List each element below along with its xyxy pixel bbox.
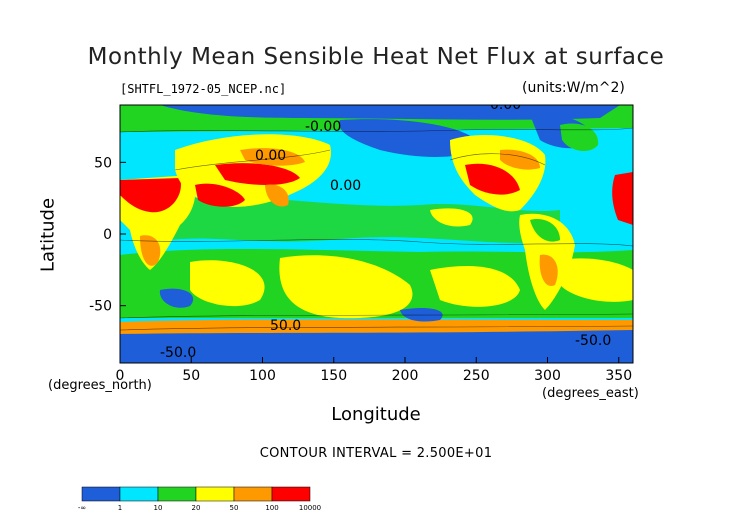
y-tick-label: -50	[89, 299, 112, 315]
na-southwest-red	[465, 163, 520, 195]
colorbar-tick-label: 50	[230, 504, 239, 512]
x-tick-label: 250	[463, 368, 490, 384]
antarctica-blue	[120, 326, 633, 363]
units-label: (units:W/m^2)	[522, 80, 625, 96]
s-pacific-yellow	[430, 266, 520, 307]
x-tick-label: 100	[249, 368, 276, 384]
contour-label: 0.00	[330, 178, 361, 194]
contour-label: 0.00	[490, 97, 521, 113]
sahara-red	[120, 178, 181, 213]
colorbar-tick-label: 20	[192, 504, 201, 512]
contour-interval-label: CONTOUR INTERVAL = 2.500E+01	[259, 446, 493, 461]
s-indian-yellow	[190, 260, 265, 307]
colorbar-swatch	[271, 486, 311, 502]
contour-label: -50.0	[160, 345, 196, 361]
india-orange	[265, 184, 289, 207]
colorbar-tick-label: -∞	[78, 504, 86, 512]
x-tick-label: 150	[320, 368, 347, 384]
colorbar-swatch	[195, 486, 235, 502]
x-axis-title: Longitude	[331, 404, 421, 425]
central-asia-red	[215, 163, 300, 185]
colorbar-tick-label: 10	[154, 504, 163, 512]
east-margin-red	[612, 172, 633, 225]
contour-label: -50.0	[575, 333, 611, 349]
colorbar-swatch	[81, 486, 121, 502]
arctic-blue	[160, 105, 620, 120]
contour-lines	[120, 127, 633, 331]
x-axis: 0 50 100 150 200 250 300 350	[116, 357, 632, 384]
tropical-green-band	[170, 197, 560, 243]
colorbar-swatch	[157, 486, 197, 502]
s-africa-orange	[140, 235, 161, 266]
colorbar-swatch	[233, 486, 273, 502]
e-pacific-yellow	[430, 208, 473, 227]
amazon-green	[530, 219, 560, 242]
x-axis-unit: (degrees_east)	[542, 386, 639, 401]
sa-south-orange	[539, 254, 558, 286]
siberia-orange	[240, 148, 305, 166]
contour-label: 0.00	[255, 148, 286, 164]
colorbar: -∞ 1 10 20 50 100 10000	[78, 486, 321, 512]
n-pacific-blue	[339, 119, 480, 157]
antarctic-coast-orange	[120, 319, 633, 334]
colorbar-tick-label: 10000	[299, 504, 321, 512]
greenland	[560, 123, 599, 152]
x-tick-label: 50	[182, 368, 200, 384]
s-atlantic-yellow	[560, 258, 633, 302]
x-tick-label: 300	[534, 368, 561, 384]
arabia-red	[195, 183, 245, 207]
australia-land	[331, 262, 390, 301]
map-plot-area: 0.00 -0.00 0.00 0.00 -50.0 -50.0 50.0	[120, 97, 633, 363]
x-tick-label: 350	[605, 368, 632, 384]
y-axis-unit: (degrees_north)	[48, 378, 152, 393]
s-indian-blue	[159, 288, 194, 308]
source-file-label: [SHTFL_1972-05_NCEP.nc]	[120, 82, 287, 96]
y-axis: 50 0 -50	[89, 155, 126, 315]
colorbar-tick-label: 1	[118, 504, 122, 512]
y-axis-title: Latitude	[37, 197, 59, 273]
colorbar-swatch	[119, 486, 159, 502]
chart-title: Monthly Mean Sensible Heat Net Flux at s…	[87, 44, 665, 70]
contour-label: 50.0	[270, 318, 301, 334]
x-tick-label: 200	[392, 368, 419, 384]
contour-label: -0.00	[305, 119, 341, 135]
y-tick-label: 50	[94, 155, 112, 171]
y-tick-label: 0	[103, 227, 112, 243]
colorbar-tick-label: 100	[265, 504, 278, 512]
x-tick-label: 0	[116, 368, 125, 384]
